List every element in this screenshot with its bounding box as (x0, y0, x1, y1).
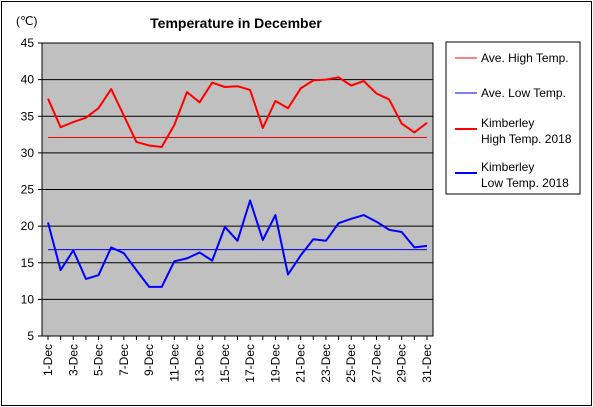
x-tick-label: 13-Dec (193, 344, 207, 383)
x-tick-label: 17-Dec (243, 344, 257, 383)
x-tick-label: 21-Dec (294, 344, 308, 383)
legend-label: High Temp. 2018 (481, 132, 572, 146)
legend: Ave. High Temp. Ave. Low Temp. Kimberley Hi… (455, 51, 572, 190)
x-tick-label: 3-Dec (66, 344, 80, 376)
legend-label: Kimberley (481, 160, 534, 174)
x-tick-label: 15-Dec (218, 344, 232, 383)
series-lines (47, 76, 428, 288)
x-tick-label: 9-Dec (142, 344, 156, 376)
legend-label: Ave. High Temp. (481, 51, 569, 65)
x-tick-label: 11-Dec (167, 344, 181, 382)
legend-label: Kimberley (481, 116, 534, 130)
x-tick-label: 23-Dec (319, 344, 333, 383)
x-tick-label: 29-Dec (395, 344, 409, 383)
x-tick-label: 25-Dec (344, 344, 358, 383)
y-tick-label: 25 (21, 183, 35, 197)
y-tick-label: 30 (21, 146, 35, 160)
legend-box (445, 41, 581, 195)
y-tick-label: 5 (27, 329, 34, 343)
x-tick-label: 19-Dec (268, 344, 282, 383)
legend-label: Low Temp. 2018 (481, 176, 569, 190)
x-tick-label: 1-Dec (41, 344, 55, 376)
x-tick-label: 5-Dec (92, 344, 106, 376)
x-axis-ticks: 1-Dec 3-Dec 5-Dec 7-Dec 9-Dec 11-Dec 13-Dec 15-… (41, 336, 434, 383)
y-tick-label: 40 (21, 73, 35, 87)
chart-title: Temperature in December (150, 15, 322, 31)
y-unit-label: (℃) (16, 14, 37, 28)
y-tick-label: 20 (21, 219, 35, 233)
series-line-2 (47, 76, 428, 148)
x-tick-label: 27-Dec (369, 344, 383, 383)
x-tick-label: 31-Dec (420, 344, 434, 383)
series-line-3 (47, 199, 428, 288)
gridlines (42, 79, 433, 300)
y-tick-label: 45 (21, 36, 35, 50)
y-tick-label: 10 (21, 292, 35, 306)
legend-label: Ave. Low Temp. (481, 86, 566, 100)
x-tick-label: 7-Dec (117, 344, 131, 376)
y-tick-label: 35 (21, 109, 35, 123)
y-axis-ticks: 5 10 15 20 25 30 35 40 45 (21, 36, 42, 343)
y-tick-label: 15 (21, 256, 35, 270)
